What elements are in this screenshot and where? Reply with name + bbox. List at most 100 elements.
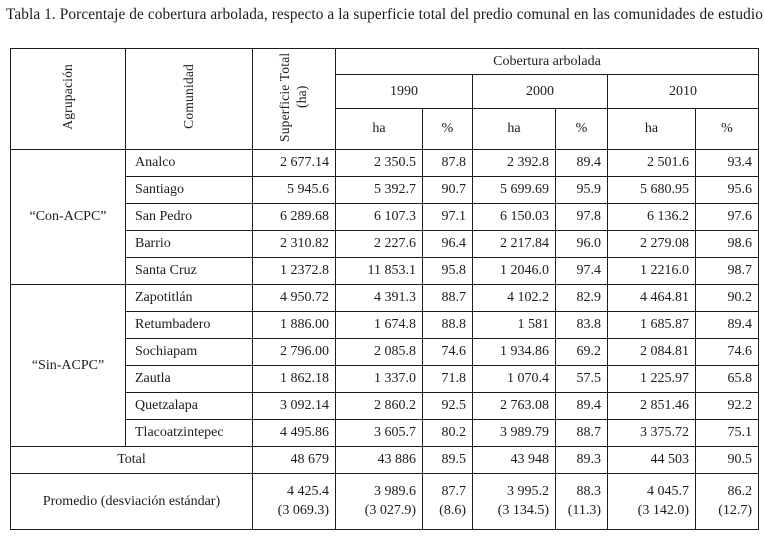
table-row: Sochiapam 2 796.00 2 085.8 74.6 1 934.86… (11, 338, 760, 366)
ha-2000-cell: 43 948 (472, 446, 556, 474)
header-pct-2010: % (694, 108, 760, 150)
header-pct-2000: % (555, 108, 608, 150)
ha-2010-cell: 1 225.97 (607, 365, 696, 393)
pct-2010-cell: 92.2 (694, 392, 760, 420)
ha-2010-cell: 2 851.46 (607, 392, 696, 420)
mean-value: 87.7 (441, 484, 467, 500)
pct-2010-cell: 75.1 (694, 419, 760, 447)
superficie-cell: 2 677.14 (252, 149, 336, 177)
ha-1990-cell: 3 605.7 (335, 419, 423, 447)
total-label-cell: Total (10, 446, 253, 474)
community-cell: Sochiapam (125, 338, 253, 366)
ha-1990-cell: 11 853.1 (335, 257, 423, 285)
header-ha-2010: ha (607, 108, 696, 150)
superficie-cell: 1 2372.8 (252, 257, 336, 285)
ha-1990-cell: 5 392.7 (335, 176, 423, 204)
pct-1990-cell: 80.2 (422, 419, 473, 447)
pct-2010-cell: 90.2 (694, 284, 760, 312)
header-cobertura: Cobertura arbolada (334, 48, 760, 75)
header-pct-1990: % (422, 108, 473, 150)
stddev-value: (3 069.3) (277, 502, 329, 518)
ha-1990-cell: 6 107.3 (335, 203, 423, 231)
header-ha-1990: ha (335, 108, 423, 150)
superficie-cell: 4 495.86 (252, 419, 336, 447)
ha-2010-cell: 44 503 (607, 446, 696, 474)
table-row: Zautla 1 862.18 1 337.0 71.8 1 070.4 57.… (11, 365, 760, 393)
ha-2000-cell: 1 2046.0 (472, 257, 556, 285)
stddev-value: (3 134.5) (497, 502, 549, 518)
superficie-cell: 4 950.72 (252, 284, 336, 312)
superficie-cell: 5 945.6 (252, 176, 336, 204)
ha-2000-cell: 3 989.79 (472, 419, 556, 447)
ha-2010-cell: 2 279.08 (607, 230, 696, 258)
pct-2010-cell: 95.6 (694, 176, 760, 204)
pct-1990-cell: 95.8 (422, 257, 473, 285)
pct-1990-cell: 87.8 (422, 149, 473, 177)
pct-2000-cell: 69.2 (555, 338, 608, 366)
pct-2000-cell: 97.4 (555, 257, 608, 285)
ha-2000-cell: 2 763.08 (472, 392, 556, 420)
table-header: Agrupación Comunidad Superficie Total (h… (10, 48, 760, 150)
stddev-value: (3 027.9) (364, 502, 416, 518)
pct-2010-cell: 93.4 (694, 149, 760, 177)
table-row: “Con-ACPC” Analco 2 677.14 2 350.5 87.8 … (10, 149, 760, 285)
community-cell: Analco (125, 149, 253, 177)
pct-1990-cell: 71.8 (422, 365, 473, 393)
header-row-1: Agrupación Comunidad Superficie Total (h… (10, 48, 760, 150)
community-cell: Zautla (125, 365, 253, 393)
mean-value: 4 045.7 (647, 484, 689, 500)
pct-2010-cell: 74.6 (694, 338, 760, 366)
table-row: Santa Cruz 1 2372.8 11 853.1 95.8 1 2046… (11, 257, 760, 285)
pct-1990-cell: 97.1 (422, 203, 473, 231)
ha-2010-cell: 5 680.95 (607, 176, 696, 204)
pct-1990-cell: 90.7 (422, 176, 473, 204)
stddev-value: (11.3) (567, 502, 601, 518)
table-row: Retumbadero 1 886.00 1 674.8 88.8 1 581 … (11, 311, 760, 339)
table-row: Santiago 5 945.6 5 392.7 90.7 5 699.69 9… (11, 176, 760, 204)
pct-2010-cell: 98.7 (694, 257, 760, 285)
pct-2000-cell: 95.9 (555, 176, 608, 204)
ha-1990-cell: 2 085.8 (335, 338, 423, 366)
stddev-value: (8.6) (439, 502, 466, 518)
community-cell: Santa Cruz (125, 257, 253, 285)
community-cell: Santiago (125, 176, 253, 204)
pct-2000-cell: 82.9 (555, 284, 608, 312)
pct-2010-cell: 65.8 (694, 365, 760, 393)
pct-2010-cell: 90.5 (694, 446, 760, 474)
coverage-table: Agrupación Comunidad Superficie Total (h… (10, 48, 760, 530)
ha-1990-cell: 1 674.8 (335, 311, 423, 339)
header-year-1990: 1990 (335, 74, 473, 109)
ha-2010-cell: 1 2216.0 (607, 257, 696, 285)
community-cell: Zapotitlán (125, 284, 253, 312)
superficie-cell: 2 796.00 (252, 338, 336, 366)
superficie-cell: 4 425.4 (3 069.3) (252, 473, 336, 530)
pct-2010-cell: 89.4 (694, 311, 760, 339)
pct-1990-cell: 96.4 (422, 230, 473, 258)
community-cell: Retumbadero (125, 311, 253, 339)
ha-2000-cell: 3 995.2 (3 134.5) (472, 473, 556, 530)
header-agrupacion: Agrupación (10, 48, 126, 150)
ha-1990-cell: 4 391.3 (335, 284, 423, 312)
ha-1990-cell: 43 886 (335, 446, 423, 474)
total-row: Total 48 679 43 886 89.5 43 948 89.3 44 … (10, 446, 760, 474)
community-cell: Barrio (125, 230, 253, 258)
pct-2010-cell: 98.6 (694, 230, 760, 258)
ha-2010-cell: 4 464.81 (607, 284, 696, 312)
pct-1990-cell: 87.7 (8.6) (422, 473, 473, 530)
pct-1990-cell: 88.7 (422, 284, 473, 312)
mean-value: 86.2 (727, 484, 753, 500)
ha-2000-cell: 2 217.84 (472, 230, 556, 258)
pct-2010-cell: 97.6 (694, 203, 760, 231)
pct-2000-cell: 89.4 (555, 149, 608, 177)
header-superficie: Superficie Total (ha) (252, 48, 336, 150)
mean-value: 3 995.2 (507, 484, 549, 500)
community-cell: Tlacoatzintepec (125, 419, 253, 447)
ha-2010-cell: 2 084.81 (607, 338, 696, 366)
ha-1990-cell: 2 350.5 (335, 149, 423, 177)
ha-2010-cell: 3 375.72 (607, 419, 696, 447)
ha-2010-cell: 2 501.6 (607, 149, 696, 177)
ha-2010-cell: 1 685.87 (607, 311, 696, 339)
ha-1990-cell: 1 337.0 (335, 365, 423, 393)
table-row: “Sin-ACPC” Zapotitlán 4 950.72 4 391.3 8… (10, 284, 760, 447)
pct-2000-cell: 88.3 (11.3) (555, 473, 608, 530)
